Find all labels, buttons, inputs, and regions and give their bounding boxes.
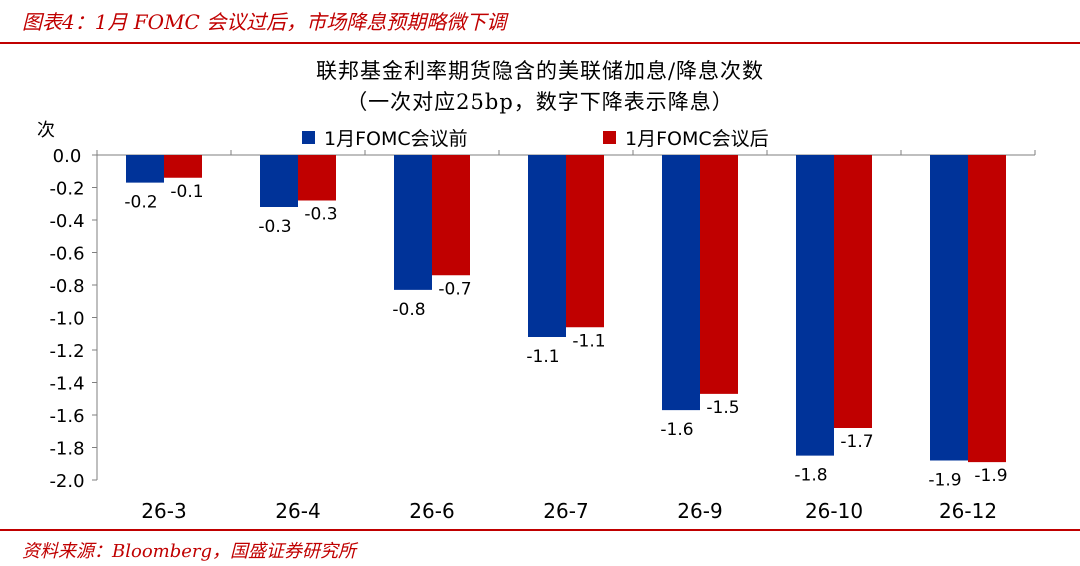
bar-before (528, 155, 566, 337)
bar-before (662, 155, 700, 411)
data-label-before: -1.8 (794, 466, 827, 486)
x-tick-label: 26-12 (939, 499, 997, 523)
legend-label-after: 1月FOMC会议后 (625, 128, 769, 150)
y-tick-label: -1.6 (49, 406, 84, 427)
bottom-divider (0, 529, 1080, 531)
x-tick-label: 26-6 (409, 499, 454, 523)
data-label-after: -0.7 (438, 279, 471, 299)
x-tick-label: 26-10 (805, 499, 863, 523)
x-tick-label: 26-9 (677, 499, 722, 523)
bar-after (164, 155, 202, 178)
y-tick-label: -0.8 (49, 276, 84, 297)
y-tick-label: -2.0 (49, 471, 84, 492)
top-divider (0, 42, 1080, 44)
bar-before (796, 155, 834, 456)
legend-item-before: 1月FOMC会议前 (302, 124, 468, 151)
legend-swatch-after (603, 131, 616, 144)
x-tick-label: 26-4 (275, 499, 320, 523)
y-tick-label: -0.4 (49, 211, 84, 232)
y-tick-label: -1.0 (49, 309, 84, 330)
data-label-before: -1.9 (928, 471, 961, 491)
y-axis-unit-label: 次 (37, 120, 55, 141)
y-tick-label: 0.0 (53, 146, 82, 167)
bar-before (260, 155, 298, 207)
source-note: 资料来源：Bloomberg，国盛证券研究所 (22, 541, 357, 562)
data-label-before: -0.2 (124, 193, 157, 213)
legend-item-after: 1月FOMC会议后 (603, 124, 769, 151)
bar-after (968, 155, 1006, 463)
data-label-after: -1.1 (572, 331, 605, 351)
bar-before (126, 155, 164, 183)
data-label-before: -0.8 (392, 300, 425, 320)
figure-caption: 图表4：1月 FOMC 会议过后，市场降息预期略微下调 (22, 10, 507, 34)
bar-after (432, 155, 470, 276)
y-tick-label: -0.6 (49, 244, 84, 265)
bar-after (566, 155, 604, 328)
data-label-after: -1.5 (706, 398, 739, 418)
bar-before (394, 155, 432, 290)
data-label-before: -1.1 (526, 347, 559, 367)
y-tick-label: -0.2 (49, 179, 84, 200)
data-label-after: -0.3 (304, 205, 337, 225)
data-label-after: -1.7 (840, 432, 873, 452)
chart-subtitle: （一次对应25bp，数字下降表示降息） (346, 90, 734, 114)
chart-title: 联邦基金利率期货隐含的美联储加息/降息次数 (315, 59, 765, 83)
bar-after (700, 155, 738, 394)
x-tick-label: 26-7 (543, 499, 588, 523)
legend-label-before: 1月FOMC会议前 (324, 128, 468, 150)
data-label-before: -1.6 (660, 420, 693, 440)
legend-swatch-before (302, 131, 315, 144)
data-label-before: -0.3 (258, 217, 291, 237)
data-label-after: -0.1 (170, 182, 203, 202)
bar-after (298, 155, 336, 201)
bar-before (930, 155, 968, 461)
y-tick-label: -1.2 (49, 341, 84, 362)
bar-after (834, 155, 872, 428)
y-tick-label: -1.4 (49, 374, 84, 395)
data-label-after: -1.9 (974, 466, 1007, 486)
x-tick-label: 26-3 (141, 499, 186, 523)
y-tick-label: -1.8 (49, 439, 84, 460)
